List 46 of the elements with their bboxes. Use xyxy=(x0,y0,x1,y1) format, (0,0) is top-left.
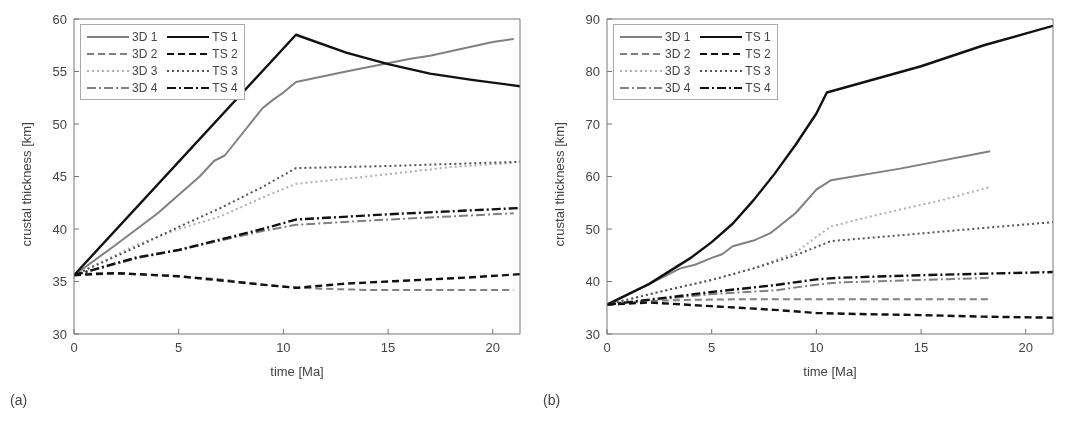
x-tick-label: 20 xyxy=(485,340,501,356)
y-tick-label: 60 xyxy=(52,11,67,27)
x-axis-title: time [Ma] xyxy=(803,364,857,379)
y-tick-label: 80 xyxy=(585,64,600,80)
y-tick-label: 50 xyxy=(585,221,600,237)
y-tick-label: 40 xyxy=(585,274,600,290)
x-tick-label: 5 xyxy=(175,340,183,356)
legend-label: TS 2 xyxy=(745,46,771,61)
y-tick-label: 30 xyxy=(585,326,600,342)
x-tick-label: 20 xyxy=(1018,340,1034,356)
y-tick-label: 60 xyxy=(585,169,600,185)
legend-label: TS 4 xyxy=(212,80,238,95)
legend-label: TS 1 xyxy=(745,29,771,44)
x-tick-label: 10 xyxy=(276,340,291,356)
legend-label: 3D 4 xyxy=(132,80,158,95)
legend-label: 3D 4 xyxy=(665,80,691,95)
y-tick-label: 70 xyxy=(585,116,600,132)
y-tick-label: 45 xyxy=(52,169,67,185)
y-tick-label: 40 xyxy=(52,221,67,237)
y-axis-title: crustal thickness [km] xyxy=(18,122,34,247)
legend-label: 3D 1 xyxy=(665,29,691,44)
y-tick-label: 35 xyxy=(52,274,67,290)
legend-label: TS 3 xyxy=(745,63,771,78)
x-tick-label: 0 xyxy=(603,340,611,356)
y-tick-label: 90 xyxy=(585,11,600,27)
x-tick-label: 15 xyxy=(380,340,396,356)
x-tick-label: 0 xyxy=(70,340,78,356)
text: (b) xyxy=(543,392,561,408)
y-tick-label: 50 xyxy=(52,116,67,132)
legend-label: TS 3 xyxy=(212,63,238,78)
legend-label: 3D 1 xyxy=(132,29,158,44)
legend-label: 3D 3 xyxy=(132,63,158,78)
legend-label: TS 1 xyxy=(212,29,238,44)
legend-label: 3D 2 xyxy=(132,46,158,61)
legend-label: 3D 2 xyxy=(665,46,691,61)
x-tick-label: 15 xyxy=(913,340,929,356)
legend-label: 3D 3 xyxy=(665,63,691,78)
x-tick-label: 5 xyxy=(708,340,716,356)
x-tick-label: 10 xyxy=(809,340,824,356)
y-tick-label: 30 xyxy=(52,326,67,342)
legend-label: TS 4 xyxy=(745,80,771,95)
y-axis-title: crustal thickness [km] xyxy=(551,122,567,247)
y-tick-label: 55 xyxy=(52,64,67,80)
legend-label: TS 2 xyxy=(212,46,238,61)
x-axis-title: time [Ma] xyxy=(270,364,324,379)
text: (a) xyxy=(10,392,28,408)
